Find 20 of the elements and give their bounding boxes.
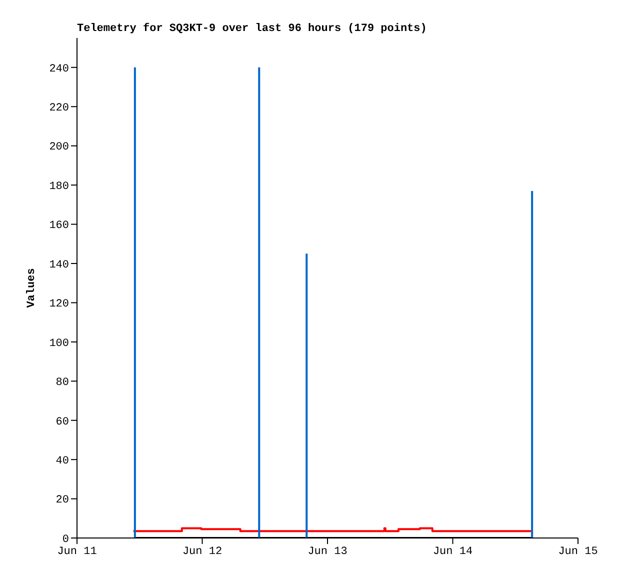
y-tick-label: 140 (49, 259, 69, 272)
y-tick-label: 0 (62, 534, 69, 546)
y-tick-label: 80 (56, 377, 69, 390)
y-tick-label: 220 (49, 102, 69, 115)
y-tick-label: 180 (49, 180, 69, 193)
y-tick-label: 60 (56, 416, 69, 428)
y-tick-label: 200 (49, 142, 69, 154)
y-tick-label: 160 (49, 220, 69, 232)
x-tick-label: Jun 11 (57, 546, 98, 558)
y-tick-label: 100 (49, 338, 69, 350)
x-tick-label: Jun 13 (308, 546, 348, 558)
y-tick-label: 20 (56, 494, 69, 507)
x-tick-label: Jun 14 (432, 546, 473, 558)
x-tick-label: Jun 12 (182, 546, 222, 558)
x-tick-label: Jun 15 (558, 546, 598, 558)
y-tick-label: 120 (49, 298, 69, 311)
y-tick-label: 240 (49, 63, 69, 76)
chart-title: Telemetry for SQ3KT-9 over last 96 hours (179 points) (77, 23, 427, 35)
y-tick-label: 40 (56, 455, 69, 468)
y-axis-title: Values (26, 268, 38, 308)
